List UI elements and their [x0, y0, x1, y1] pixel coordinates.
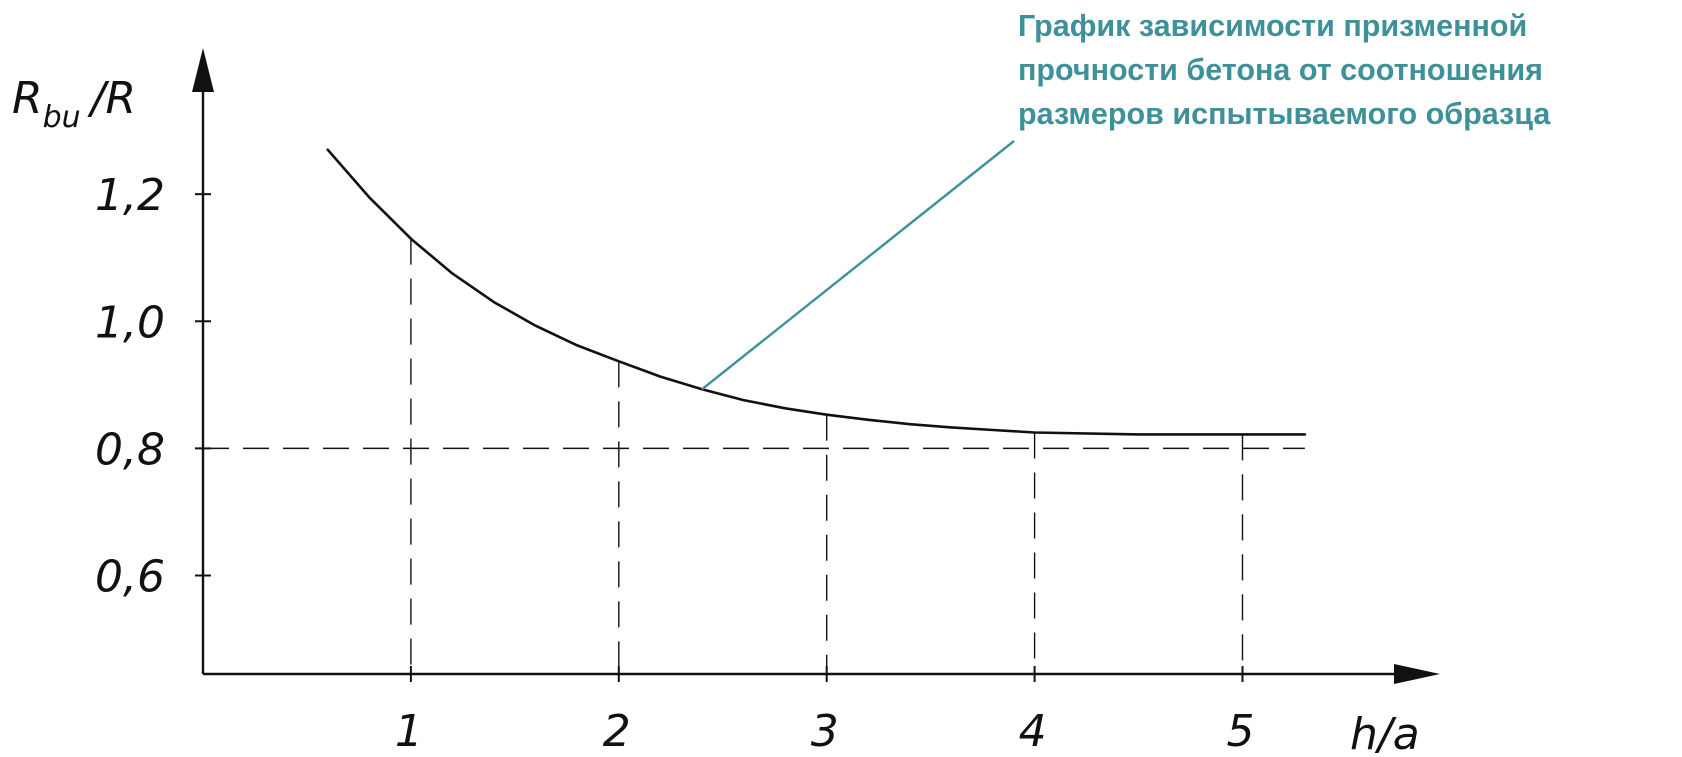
annotation-line-1: График зависимости призменной: [1018, 9, 1528, 43]
dashed-guides: [203, 238, 1305, 674]
x-tick-label-2: 2: [603, 706, 631, 757]
y-tick-label-0,8: 0,8: [95, 424, 165, 475]
x-tick-label-5: 5: [1226, 706, 1254, 757]
y-axis-label-sub: bu: [43, 100, 81, 135]
annotation-line-2: прочности бетона от соотношения: [1018, 53, 1543, 87]
tick-labels: 0,6 0,8 1,0 1,2 1 2 3 4 5: [95, 170, 1254, 757]
x-axis-arrow: [1394, 664, 1440, 684]
axes: [192, 48, 1440, 684]
x-tick-label-4: 4: [1019, 706, 1047, 757]
x-axis-label: h/a: [1350, 709, 1420, 757]
y-axis-label-main: R: [12, 73, 43, 124]
y-axis-label: Rbu/R: [12, 73, 136, 135]
annotation-leader-line: [701, 140, 1015, 391]
annotation-leader: [701, 140, 1015, 391]
curve-layer: [326, 148, 1307, 436]
x-tick-label-3: 3: [811, 706, 839, 757]
y-tick-label-1,2: 1,2: [95, 170, 165, 221]
y-axis-arrow: [192, 48, 214, 92]
y-axis-label-rest: /R: [87, 73, 136, 124]
annotation-text: График зависимости призменной прочности …: [1018, 4, 1678, 136]
annotation-line-3: размеров испытываемого образца: [1018, 97, 1551, 131]
x-tick-label-1: 1: [395, 706, 423, 757]
y-tick-label-1,0: 1,0: [95, 297, 165, 348]
y-tick-label-0,6: 0,6: [95, 551, 165, 602]
data-curve: [326, 148, 1307, 436]
